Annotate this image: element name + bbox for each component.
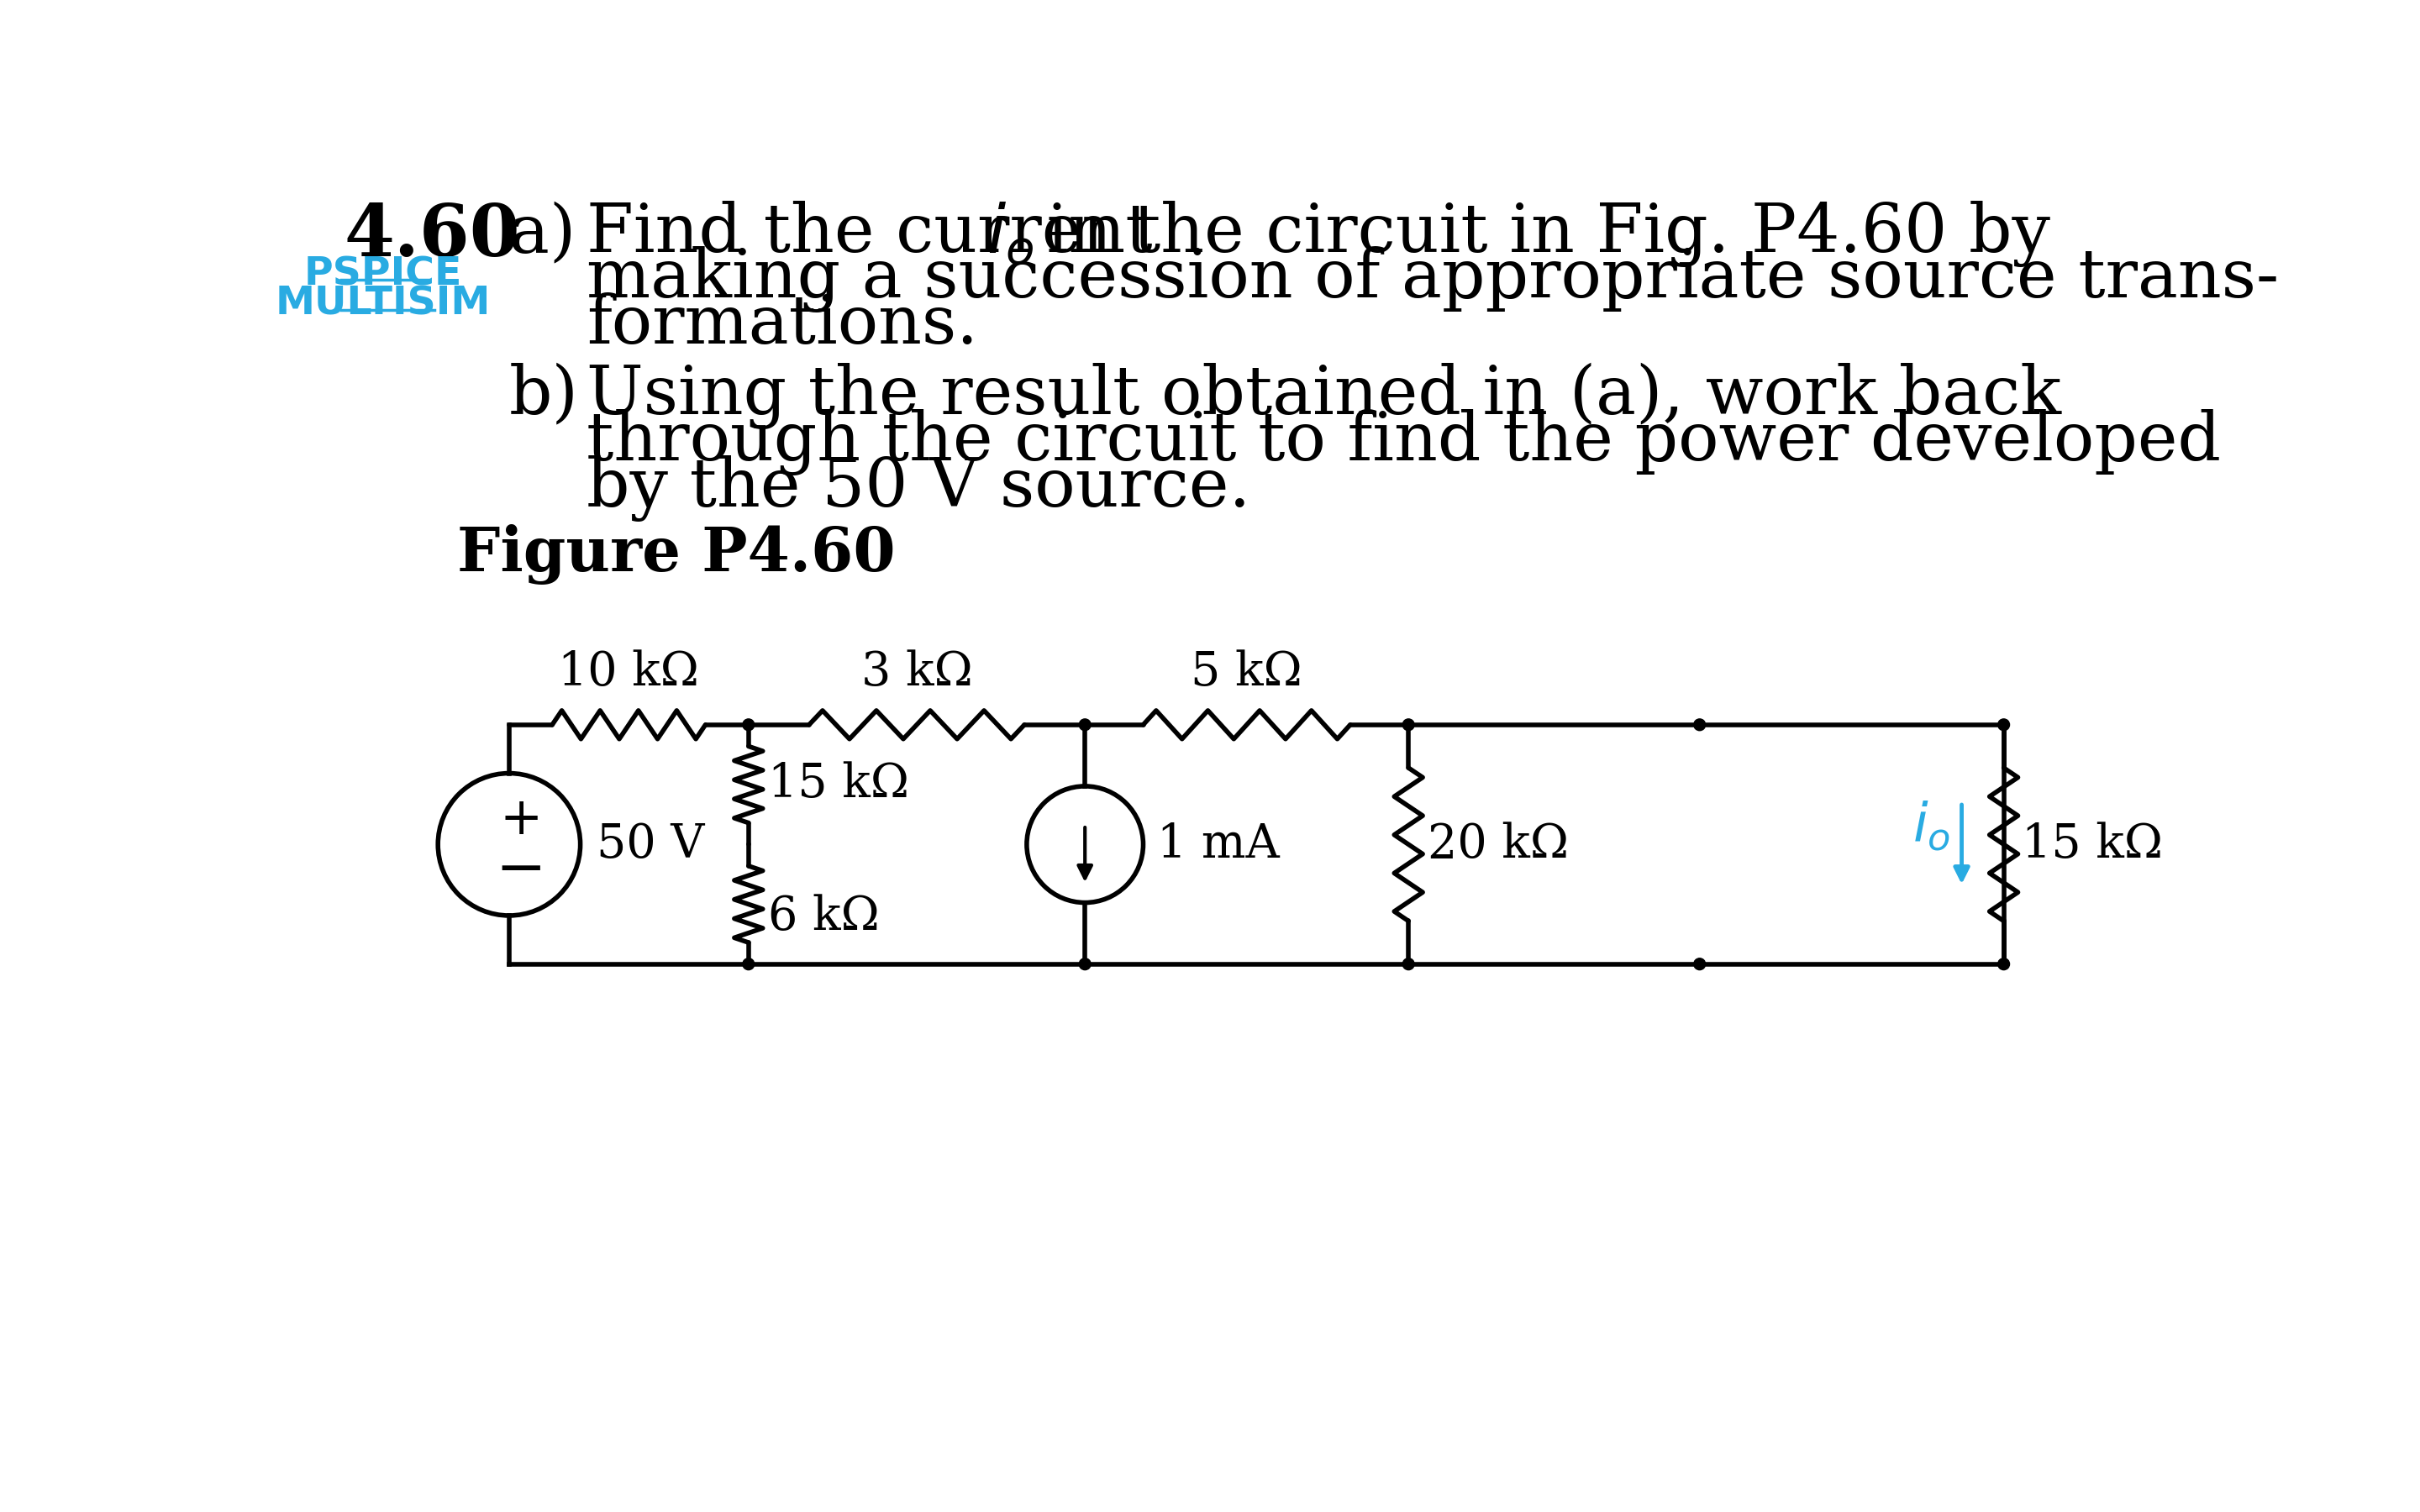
Text: Figure P4.60: Figure P4.60: [457, 525, 895, 585]
Text: through the circuit to find the power developed: through the circuit to find the power de…: [586, 410, 2222, 475]
Text: Using the result obtained in (a), work back: Using the result obtained in (a), work b…: [586, 363, 2062, 429]
Text: 1 mA: 1 mA: [1157, 821, 1280, 868]
Text: 20 kΩ: 20 kΩ: [1428, 821, 1568, 868]
Circle shape: [1079, 718, 1091, 730]
Text: $i_o$: $i_o$: [987, 201, 1033, 268]
Text: 50 V: 50 V: [595, 821, 704, 868]
Circle shape: [1694, 959, 1706, 969]
Text: 5 kΩ: 5 kΩ: [1191, 650, 1302, 696]
Text: 15 kΩ: 15 kΩ: [767, 762, 910, 807]
Text: 10 kΩ: 10 kΩ: [559, 650, 699, 696]
Circle shape: [743, 959, 755, 969]
Text: in the circuit in Fig. P4.60 by: in the circuit in Fig. P4.60 by: [1024, 201, 2050, 268]
Circle shape: [1999, 718, 2009, 730]
Text: formations.: formations.: [586, 293, 978, 358]
Circle shape: [1404, 959, 1413, 969]
Text: 4.60: 4.60: [344, 201, 520, 272]
Text: PSPICE: PSPICE: [305, 256, 462, 293]
Text: Find the current: Find the current: [586, 201, 1174, 266]
Circle shape: [1999, 959, 2009, 969]
Text: making a succession of appropriate source trans-: making a succession of appropriate sourc…: [586, 246, 2280, 313]
Text: MULTISIM: MULTISIM: [276, 284, 491, 322]
Text: 15 kΩ: 15 kΩ: [2021, 821, 2163, 868]
Text: 6 kΩ: 6 kΩ: [767, 894, 878, 940]
Circle shape: [743, 718, 755, 730]
Circle shape: [1694, 718, 1706, 730]
Text: b): b): [508, 363, 578, 428]
Text: +: +: [499, 795, 542, 845]
Circle shape: [1079, 959, 1091, 969]
Text: −: −: [496, 841, 547, 900]
Text: by the 50 V source.: by the 50 V source.: [586, 455, 1251, 522]
Text: 3 kΩ: 3 kΩ: [862, 650, 973, 696]
Text: a): a): [508, 201, 576, 266]
Circle shape: [1404, 718, 1413, 730]
Text: $i_o$: $i_o$: [1912, 800, 1951, 853]
